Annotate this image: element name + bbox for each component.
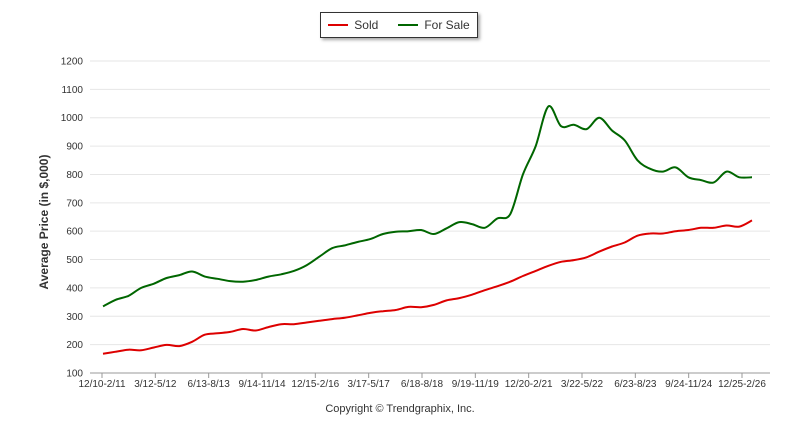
y-tick-label: 400 <box>66 283 83 294</box>
legend-item-sold[interactable]: Sold <box>328 18 378 32</box>
y-tick-label: 700 <box>66 198 83 209</box>
x-tick-label: 12/20-2/21 <box>505 379 553 390</box>
legend: Sold For Sale <box>320 12 478 38</box>
x-tick-label: 3/22-5/22 <box>561 379 604 390</box>
y-tick-label: 100 <box>66 369 83 380</box>
legend-item-for-sale[interactable]: For Sale <box>398 18 470 32</box>
y-tick-label: 1200 <box>61 57 84 68</box>
x-tick-label: 6/18-8/18 <box>401 379 444 390</box>
x-tick-label: 12/15-2/16 <box>291 379 339 390</box>
copyright: Copyright © Trendgraphix, Inc. <box>325 403 475 415</box>
legend-label-for-sale: For Sale <box>424 18 470 32</box>
x-axis-ticks: 12/10-2/11 3/12-5/12 6/13-8/13 9/14-11/14 12… <box>78 373 766 390</box>
y-tick-label: 1000 <box>61 113 84 124</box>
legend-swatch-for-sale <box>398 24 419 26</box>
y-tick-label: 1100 <box>61 85 83 96</box>
y-tick-label: 500 <box>66 255 83 266</box>
series-line-sold <box>102 219 753 355</box>
x-tick-label: 3/17-5/17 <box>348 379 391 390</box>
x-tick-label: 6/23-8/23 <box>614 379 657 390</box>
series-line-for-sale <box>102 105 753 308</box>
x-tick-label: 9/14-11/14 <box>238 379 286 390</box>
x-tick-label: 3/12-5/12 <box>134 379 177 390</box>
y-axis-label: Average Price (in $,000) <box>37 154 51 290</box>
y-tick-label: 300 <box>66 312 83 323</box>
x-tick-label: 12/25-2/26 <box>718 379 766 390</box>
legend-label-sold: Sold <box>354 18 379 32</box>
y-tick-label: 800 <box>66 170 83 181</box>
gridlines <box>90 60 770 374</box>
y-tick-label: 900 <box>66 142 83 153</box>
x-tick-label: 9/19-11/19 <box>452 379 500 390</box>
y-tick-label: 600 <box>66 227 83 238</box>
y-axis-ticks: 100 200 300 400 500 600 700 800 900 1000 1100 1200 <box>61 57 84 380</box>
data-series <box>102 105 753 355</box>
x-tick-label: 9/24-11/24 <box>665 379 713 390</box>
x-tick-label: 12/10-2/11 <box>78 379 126 390</box>
x-tick-label: 6/13-8/13 <box>188 379 231 390</box>
y-tick-label: 200 <box>66 340 83 351</box>
legend-swatch-sold <box>328 24 349 26</box>
